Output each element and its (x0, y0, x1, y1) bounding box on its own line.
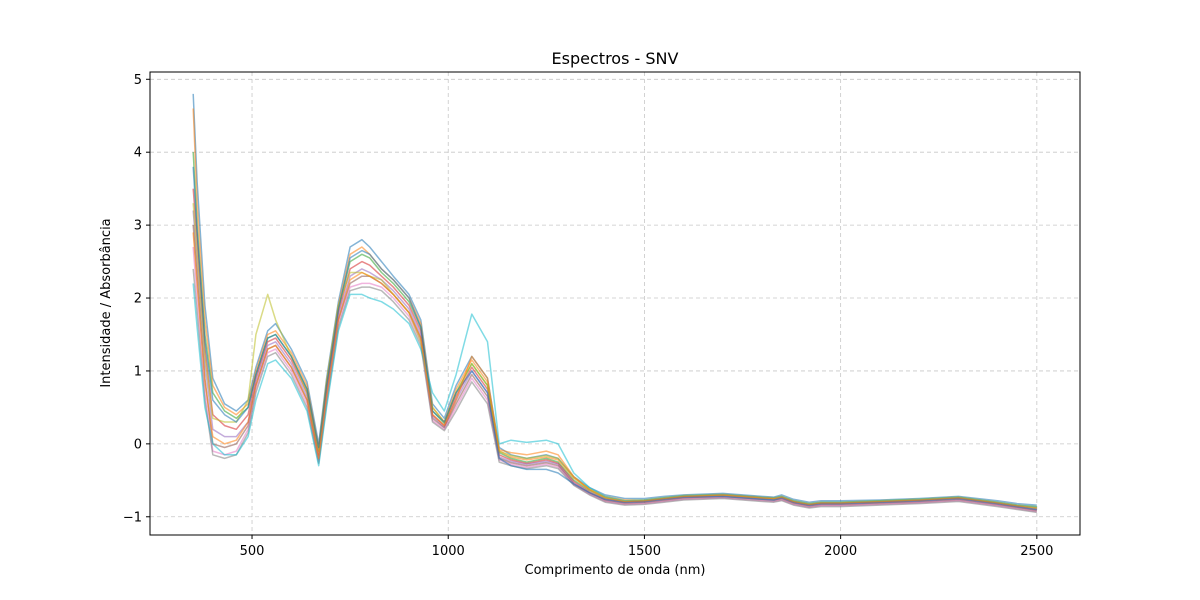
plot-frame (149, 71, 1081, 536)
x-tick-label: 500 (240, 544, 265, 559)
spectrum-line-6 (192, 225, 1037, 512)
spectrum-line-7 (192, 246, 1037, 513)
y-axis-label: Intensidade / Absorbância (99, 218, 114, 387)
x-tick-label: 1500 (628, 544, 661, 559)
y-tick-label: −1 (123, 510, 142, 525)
spectrum-line-10 (192, 283, 1037, 508)
spectrum-line-5 (192, 210, 1037, 511)
x-tick-label: 2500 (1020, 544, 1053, 559)
y-tick-label: 1 (134, 364, 142, 379)
y-tick-label: 2 (134, 292, 142, 307)
x-axis-label: Comprimento de onda (nm) (525, 563, 706, 578)
axis-ticks: 500 1000 1500 2000 2500 −1 0 1 2 3 4 5 (123, 73, 1054, 559)
grid (150, 72, 1080, 535)
chart-title: Espectros - SNV (552, 49, 679, 68)
spectrum-line-12 (192, 232, 1037, 509)
y-tick-label: 5 (134, 73, 142, 88)
series-group (192, 93, 1037, 514)
spectrum-line-8 (192, 268, 1037, 514)
y-tick-label: 0 (134, 437, 142, 452)
y-tick-label: 3 (134, 219, 142, 234)
y-tick-label: 4 (134, 146, 142, 161)
x-tick-label: 1000 (432, 544, 465, 559)
x-tick-label: 2000 (824, 544, 857, 559)
